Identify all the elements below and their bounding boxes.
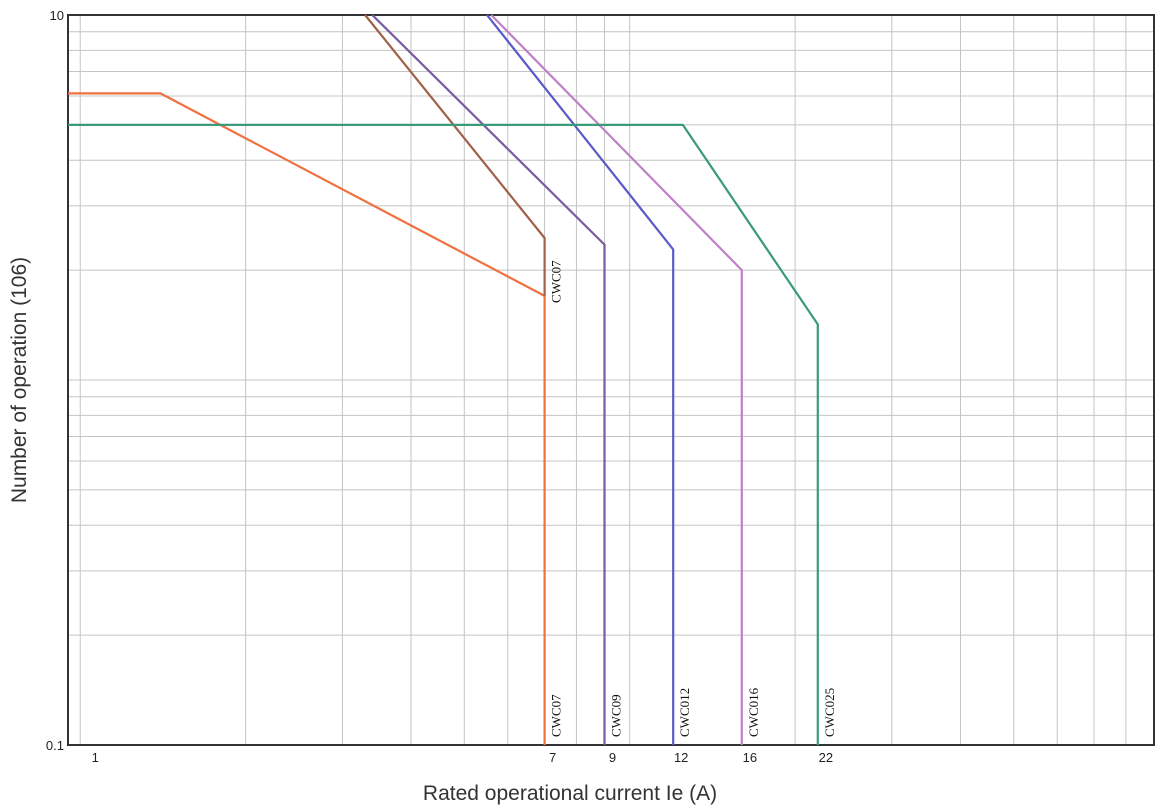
series-line-cwc016-4 xyxy=(490,14,743,745)
grid xyxy=(68,15,1154,745)
series-label-cwc07-0: CWC07 xyxy=(549,694,564,737)
x-tick-label-1: 1 xyxy=(92,750,99,765)
series-label-cwc07-1: CWC07 xyxy=(549,260,564,303)
series-line-cwc012-3 xyxy=(486,14,675,745)
x-axis-title: Rated operational current Ie (A) xyxy=(423,782,717,805)
x-tick-label-12: 12 xyxy=(674,750,688,765)
x-tick-label-16: 16 xyxy=(743,750,757,765)
series-layer xyxy=(68,14,819,745)
series-label-cwc09-2: CWC09 xyxy=(609,694,624,737)
series-label-cwc012-3: CWC012 xyxy=(677,688,692,737)
y-tick-label-0.1: 0.1 xyxy=(46,738,64,753)
series-label-cwc016-4: CWC016 xyxy=(746,687,761,737)
x-tick-label-9: 9 xyxy=(609,750,616,765)
tick-layer: 1 7 9 12 16 22 10 0.1 xyxy=(46,8,833,765)
y-axis-title: Number of operation (106) xyxy=(8,257,31,503)
series-line-cwc09-2 xyxy=(371,14,606,745)
series-label-cwc025-5: CWC025 xyxy=(822,688,837,737)
label-layer: CWC07 CWC07 CWC09 CWC012 CWC016 CWC025 xyxy=(549,260,837,737)
x-tick-label-7: 7 xyxy=(549,750,556,765)
series-line-cwc07-0 xyxy=(68,92,546,745)
series-line-cwc025-5 xyxy=(68,123,819,745)
plot-frame xyxy=(67,14,1155,746)
x-tick-label-22: 22 xyxy=(819,750,833,765)
y-tick-label-10: 10 xyxy=(50,8,64,23)
series-line-cwc07-1 xyxy=(364,14,546,296)
